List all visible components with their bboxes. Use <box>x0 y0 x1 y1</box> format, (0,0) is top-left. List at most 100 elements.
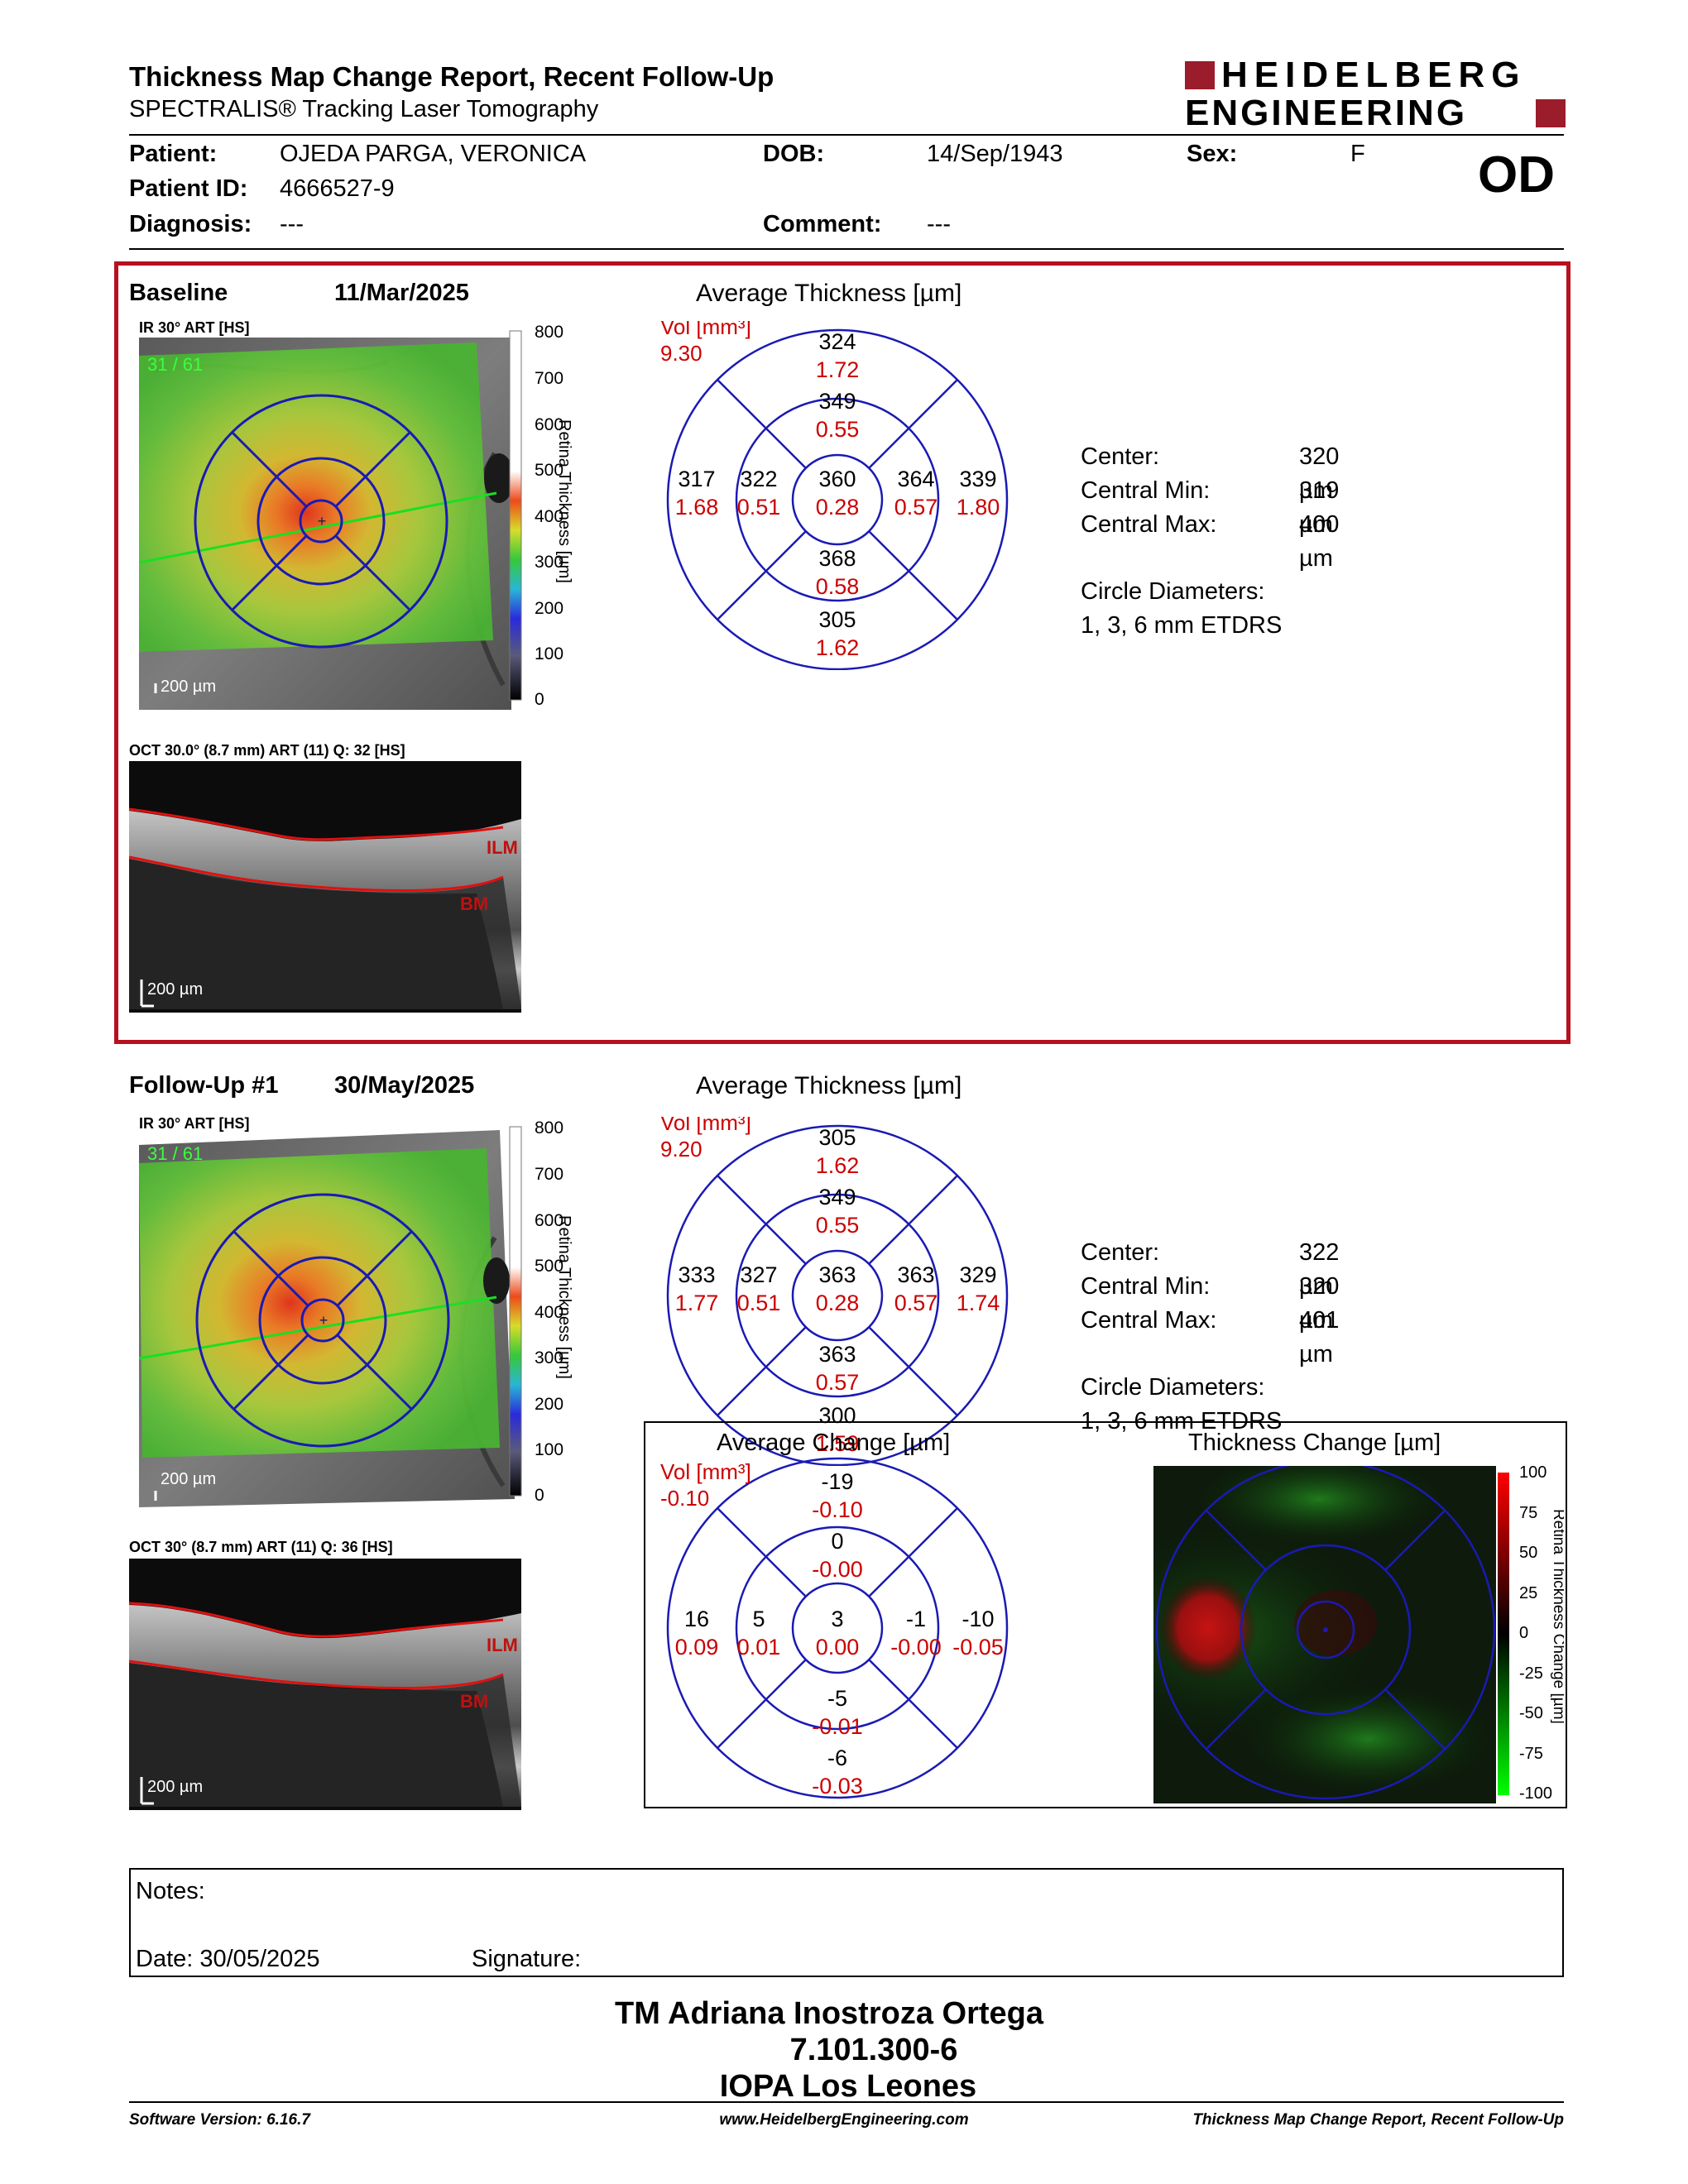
eye-indicator: OD <box>1478 146 1555 204</box>
thickening-area <box>1158 1575 1258 1681</box>
outer-bottom-thickness: 305 <box>818 607 856 632</box>
change-map-title: Thickness Change [µm] <box>1188 1430 1441 1456</box>
spacer <box>1081 542 1282 575</box>
sex-value: F <box>1350 141 1365 167</box>
oct-scale-label: 200 µm <box>147 1778 203 1796</box>
tick-label: 800 <box>535 1120 563 1138</box>
inner-right-volume: 0.57 <box>894 495 938 520</box>
website-link[interactable]: www.HeidelbergEngineering.com <box>719 2111 969 2129</box>
followup-avg-title: Average Thickness [µm] <box>696 1072 962 1099</box>
color-bar <box>509 1126 522 1497</box>
dob-value: 14/Sep/1943 <box>927 141 1063 167</box>
inner-left-thickness: 327 <box>740 1262 777 1287</box>
patient-id-value: 4666527-9 <box>280 175 395 202</box>
change-frame <box>644 1421 1567 1808</box>
change-color-scale: 100 75 50 25 0 -25 -50 -75 -100 Retina T… <box>1498 1463 1564 1803</box>
center-volume: 0.28 <box>816 495 860 520</box>
notes-label: Notes: <box>136 1878 205 1904</box>
tick-label: 50 <box>1519 1544 1537 1562</box>
inner-bottom-thickness: 363 <box>818 1342 856 1367</box>
diagnosis-label: Diagnosis: <box>129 211 252 237</box>
dob-label: DOB: <box>763 141 825 167</box>
stat-central-min: Central Min: 319 µm <box>1081 474 1339 538</box>
stat-label: Central Min: <box>1081 1273 1211 1300</box>
stat-value: 320 µm <box>1299 1273 1340 1334</box>
inner-left-volume: 0.51 <box>737 495 781 520</box>
stat-central-max: Central Max: 400 µm <box>1081 508 1339 572</box>
fovea-marker: + <box>318 513 327 529</box>
optic-disc <box>483 1257 510 1304</box>
outer-right-thickness: 329 <box>959 1262 996 1287</box>
followup-stats: Center: 322 µm Central Min: 320 µm Central… <box>1081 1236 1339 1439</box>
tick-label: 600 <box>535 415 563 434</box>
outer-top-thickness: 324 <box>818 329 856 354</box>
tick-label: 0 <box>1519 1624 1528 1642</box>
stat-value: 322 µm <box>1299 1239 1340 1300</box>
scale-bar-label: 200 µm <box>161 678 216 696</box>
tick-label: 400 <box>535 1303 563 1322</box>
inner-left-change: 5 <box>752 1607 765 1631</box>
baseline-thickness-map: 31 / 61 + 200 µm <box>139 338 511 710</box>
stat-central-max: Central Max: 401 µm <box>1081 1304 1339 1367</box>
outer-bottom-volume: 1.62 <box>816 635 860 660</box>
notes-date: Date: 30/05/2025 <box>136 1946 320 1972</box>
circle-diameters-label: Circle Diameters: <box>1081 578 1265 605</box>
bm-label: BM <box>460 1691 488 1712</box>
tick-label: 75 <box>1519 1504 1537 1522</box>
patient-name: OJEDA PARGA, VERONICA <box>280 141 587 167</box>
inner-right-change: -1 <box>906 1607 926 1631</box>
tick-label: 100 <box>535 1440 563 1459</box>
outer-left-change: 16 <box>684 1607 709 1631</box>
inner-right-thickness: 363 <box>897 1262 934 1287</box>
inner-top-thickness: 349 <box>818 389 856 414</box>
inner-right-thickness: 364 <box>897 467 934 491</box>
inner-top-thickness: 349 <box>818 1185 856 1209</box>
color-bar <box>1498 1473 1509 1795</box>
baseline-stats: Center: 320 µm Central Min: 319 µm Central… <box>1081 440 1339 643</box>
tick-label: 200 <box>535 599 563 618</box>
change-scale-ticks: 100 75 50 25 0 -25 -50 -75 -100 <box>1519 1463 1552 1803</box>
bm-line <box>129 1660 504 1690</box>
comment-label: Comment: <box>763 211 882 237</box>
tick-label: 100 <box>535 644 563 663</box>
tick-label: 700 <box>535 369 563 388</box>
stat-label: Central Max: <box>1081 511 1217 538</box>
outer-right-change: -10 <box>961 1607 994 1631</box>
tick-label: -25 <box>1519 1664 1543 1683</box>
retina-layers <box>129 811 521 1009</box>
followup-ir-label: IR 30° ART [HS] <box>139 1115 250 1132</box>
report-title: Thickness Map Change Report, Recent Foll… <box>129 61 774 92</box>
outer-right-thickness: 339 <box>959 467 996 491</box>
change-axis-label: Retina Thickness Change [µm] <box>1550 1509 1564 1724</box>
change-avg-title: Average Change [µm] <box>717 1430 951 1456</box>
bm-line <box>129 855 504 893</box>
inner-left-thickness: 322 <box>740 467 777 491</box>
followup-thickness-scale: 800 700 600 500 400 300 200 100 0 Retina… <box>509 1120 573 1504</box>
stat-center: Center: 320 µm <box>1081 440 1339 504</box>
stat-value: 400 µm <box>1299 511 1340 572</box>
outer-right-volume: 1.74 <box>957 1291 1000 1315</box>
patient-label: Patient: <box>129 141 218 167</box>
outer-left-volume: 1.77 <box>675 1291 719 1315</box>
vol-value: -0.10 <box>660 1486 709 1511</box>
logo-block-top <box>1185 61 1215 89</box>
footer-rule <box>129 2101 1564 2103</box>
report-subtitle: SPECTRALIS® Tracking Laser Tomography <box>129 96 599 122</box>
comment-value: --- <box>927 211 951 237</box>
outer-left-thickness: 333 <box>678 1262 715 1287</box>
outer-top-volume: 1.72 <box>816 357 860 382</box>
inner-top-volume-change: -0.00 <box>812 1557 863 1582</box>
software-version: Software Version: 6.16.7 <box>129 2111 310 2129</box>
tick-label: 600 <box>535 1211 563 1230</box>
inner-top-volume: 0.55 <box>816 1213 860 1238</box>
etdrs-grid <box>195 1193 450 1448</box>
sector-values: 324 1.72 349 0.55 317 1.68 322 0.51 360 … <box>675 329 1000 660</box>
outer-right-volume-change: -0.05 <box>952 1635 1004 1660</box>
bm-label: BM <box>460 893 488 914</box>
inner-right-volume-change: -0.00 <box>890 1635 942 1660</box>
notes-box[interactable] <box>129 1868 1564 1977</box>
vol-label: Vol [mm³] <box>660 321 751 339</box>
oct-scale-label: 200 µm <box>147 980 203 999</box>
etdrs-grid <box>1155 1466 1496 1800</box>
inner-bottom-thickness: 368 <box>818 546 856 571</box>
